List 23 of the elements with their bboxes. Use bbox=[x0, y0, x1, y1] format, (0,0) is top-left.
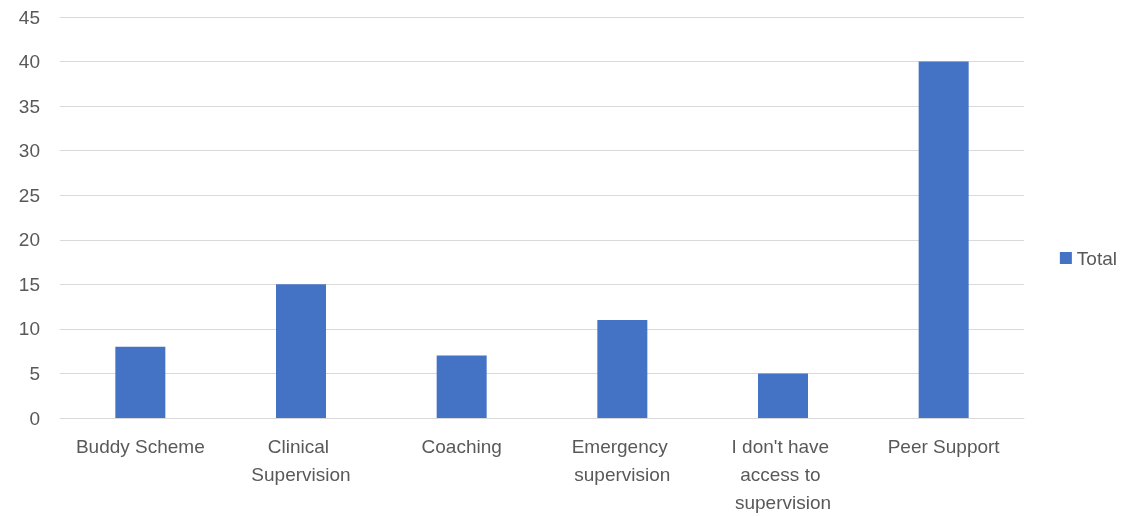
x-tick-label: Peer Support bbox=[887, 435, 1001, 457]
y-tick-label: 40 bbox=[18, 51, 40, 73]
y-tick-label: 10 bbox=[18, 318, 40, 340]
bar bbox=[115, 346, 166, 418]
y-tick-label: 25 bbox=[18, 184, 40, 206]
legend-label: Total bbox=[1076, 247, 1118, 269]
x-tick-label: Clinical Supervision bbox=[251, 435, 351, 485]
y-tick-label: 0 bbox=[29, 407, 40, 429]
bar bbox=[436, 355, 487, 418]
x-tick-label: I don't have access to supervision bbox=[731, 435, 835, 513]
x-tick-label: Coaching bbox=[421, 435, 502, 457]
y-tick-label: 35 bbox=[18, 95, 40, 117]
bar bbox=[758, 373, 808, 418]
x-tick-label: Emergency supervision bbox=[571, 435, 674, 485]
y-tick-label: 30 bbox=[18, 140, 40, 162]
x-tick-label: Buddy Scheme bbox=[75, 435, 205, 457]
y-tick-label: 20 bbox=[18, 229, 40, 251]
y-tick-label: 15 bbox=[18, 273, 40, 295]
bar bbox=[597, 319, 648, 418]
bar bbox=[276, 284, 326, 418]
bar bbox=[918, 61, 969, 418]
y-tick-label: 45 bbox=[18, 6, 40, 28]
y-tick-label: 5 bbox=[29, 362, 40, 384]
